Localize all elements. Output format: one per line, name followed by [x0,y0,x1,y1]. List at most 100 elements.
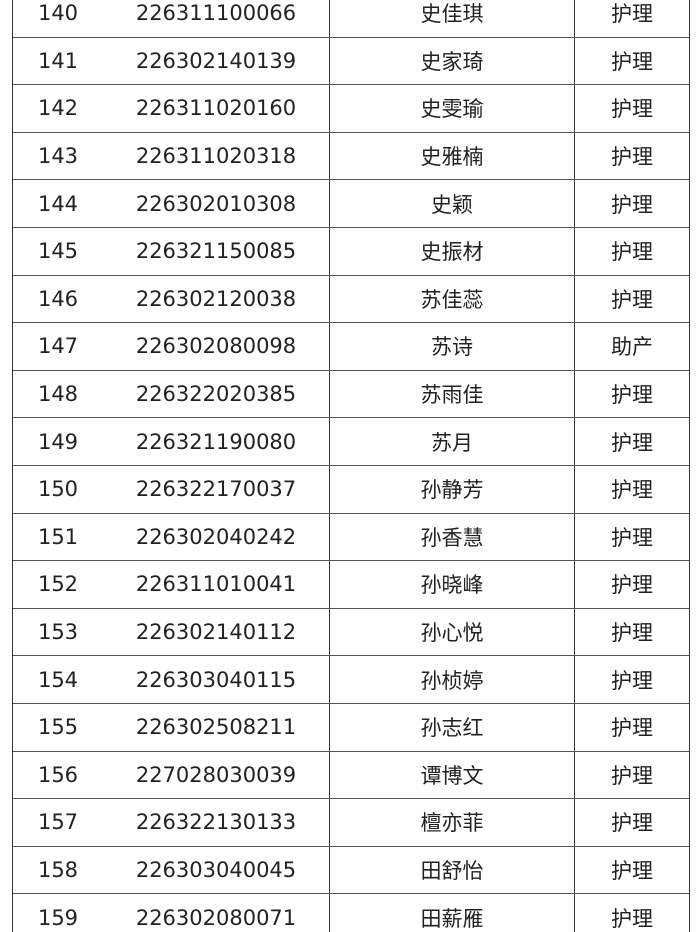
table: 140 226311100066 史佳琪 护理 141 226302140139 史家琦 护理… [12,0,690,932]
row-number: 157 [37,810,79,835]
student-name: 史家琦 [329,37,574,85]
major: 助产 [574,323,689,370]
student-name: 史雅楠 [329,132,574,180]
student-name: 孙静芳 [329,465,574,513]
row-number: 155 [37,715,79,740]
table-row: 144 226302010308 史颖 护理 [13,180,689,228]
row-number: 158 [37,857,79,882]
student-id: 226303040045 [135,857,297,882]
row-number: 150 [37,477,79,502]
row-number: 146 [37,286,79,311]
table-row: 150 226322170037 孙静芳 护理 [13,465,689,514]
table-row: 142 226311020160 史雯瑜 护理 [13,85,689,133]
table-row: 141 226302140139 史家琦 护理 [13,37,689,86]
student-name: 史颖 [329,180,574,227]
table-row: 148 226322020385 苏雨佳 护理 [13,370,689,419]
major: 护理 [574,561,689,608]
student-id: 226322020385 [135,382,297,407]
major: 护理 [574,703,689,751]
major: 护理 [574,227,689,275]
table-row: 143 226311020318 史雅楠 护理 [13,132,689,181]
student-name: 田薪雁 [329,894,574,932]
major: 护理 [574,85,689,132]
student-name: 孙香慧 [329,513,574,561]
major: 护理 [574,465,689,513]
student-id: 226321190080 [135,429,297,454]
row-number: 144 [37,191,79,216]
student-name: 檀亦菲 [329,799,574,846]
table-row: 140 226311100066 史佳琪 护理 [13,0,689,38]
row-number: 142 [37,96,79,121]
table-row: 154 226303040115 孙桢婷 护理 [13,656,689,704]
student-id: 226302080098 [135,334,297,359]
student-name: 史佳琪 [329,0,574,37]
major: 护理 [574,418,689,465]
table-row: 145 226321150085 史振材 护理 [13,227,689,276]
table-row: 156 227028030039 谭博文 护理 [13,751,689,800]
student-id: 226302040242 [135,524,297,549]
student-id: 226322170037 [135,477,297,502]
major: 护理 [574,799,689,846]
student-name: 苏诗 [329,323,574,370]
major: 护理 [574,656,689,703]
table-row: 146 226302120038 苏佳蕊 护理 [13,275,689,324]
student-id: 226302120038 [135,286,297,311]
major: 护理 [574,275,689,323]
major: 护理 [574,132,689,180]
row-number: 141 [37,48,79,73]
major: 护理 [574,370,689,418]
major: 护理 [574,608,689,656]
row-number: 145 [37,239,79,264]
row-number: 159 [37,905,79,930]
table-row: 152 226311010041 孙晓峰 护理 [13,561,689,609]
major: 护理 [574,37,689,85]
row-number: 140 [37,1,79,26]
student-id: 226302140112 [135,620,297,645]
table-row: 157 226322130133 檀亦菲 护理 [13,799,689,847]
major: 护理 [574,0,689,37]
row-number: 156 [37,762,79,787]
student-name: 孙心悦 [329,608,574,656]
student-id: 226302010308 [135,191,297,216]
row-number: 147 [37,334,79,359]
table-row: 153 226302140112 孙心悦 护理 [13,608,689,657]
table-row: 158 226303040045 田舒怡 护理 [13,846,689,895]
student-id: 227028030039 [135,762,297,787]
table-row: 155 226302508211 孙志红 护理 [13,703,689,752]
row-number: 143 [37,144,79,169]
table-row: 147 226302080098 苏诗 助产 [13,323,689,371]
student-name: 孙志红 [329,703,574,751]
student-name: 谭博文 [329,751,574,799]
row-number: 149 [37,429,79,454]
major: 护理 [574,180,689,227]
table-row: 159 226302080071 田薪雁 护理 [13,894,689,932]
major: 护理 [574,894,689,932]
student-id: 226303040115 [135,667,297,692]
student-id: 226321150085 [135,239,297,264]
row-number: 153 [37,620,79,645]
student-id: 226322130133 [135,810,297,835]
student-name: 田舒怡 [329,846,574,894]
student-name: 孙桢婷 [329,656,574,703]
major: 护理 [574,846,689,894]
student-id: 226311020160 [135,96,297,121]
student-name: 史雯瑜 [329,85,574,132]
major: 护理 [574,513,689,561]
table-row: 151 226302040242 孙香慧 护理 [13,513,689,562]
student-name: 史振材 [329,227,574,275]
student-name: 苏雨佳 [329,370,574,418]
student-id: 226311100066 [135,1,297,26]
student-id: 226302508211 [135,715,297,740]
major: 护理 [574,751,689,799]
student-name: 苏佳蕊 [329,275,574,323]
student-id: 226302080071 [135,905,297,930]
student-name: 苏月 [329,418,574,465]
student-id: 226302140139 [135,48,297,73]
table-row: 149 226321190080 苏月 护理 [13,418,689,466]
row-number: 152 [37,572,79,597]
student-name: 孙晓峰 [329,561,574,608]
student-id: 226311010041 [135,572,297,597]
row-number: 154 [37,667,79,692]
student-id: 226311020318 [135,144,297,169]
